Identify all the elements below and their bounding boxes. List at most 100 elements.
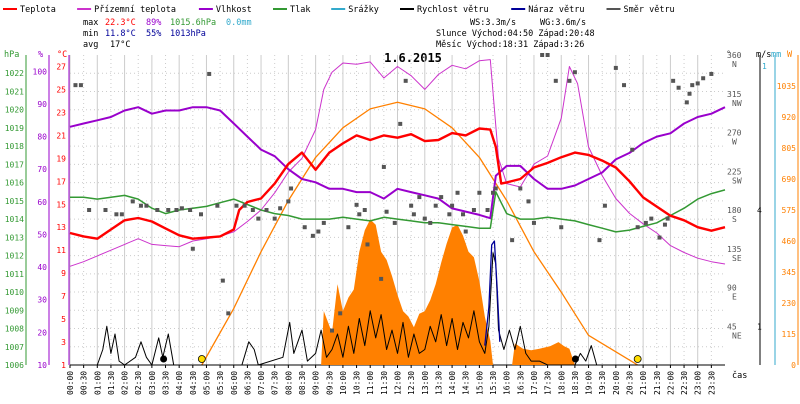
legend-label: Vlhkost: [216, 5, 252, 15]
wind-direction-dot: [114, 212, 119, 217]
humidity-tick-label: 30: [37, 296, 47, 305]
x-tick-label: 08:30: [298, 371, 307, 395]
wind-direction-dot: [365, 242, 370, 247]
temperature-tick-label: 11: [56, 246, 66, 255]
x-tick-label: 18:30: [571, 371, 580, 395]
stats-max-label: max: [83, 18, 98, 28]
humidity-tick-label: 70: [37, 165, 47, 174]
x-tick-label: 19:00: [585, 371, 594, 395]
wind-direction-dot: [559, 225, 564, 230]
x-tick-label: 11:30: [380, 371, 389, 395]
moon-times: Měsíc Východ:18:31 Západ:3:26: [436, 40, 584, 50]
temperature-tick-label: 17: [56, 177, 66, 186]
wind-tick-label: 1: [757, 322, 762, 331]
humidity-tick-label: 40: [37, 263, 47, 272]
x-tick-label: 14:00: [448, 371, 457, 395]
wind-direction-dot: [602, 203, 607, 208]
wind-direction-dot: [567, 78, 572, 83]
wind-direction-dot: [531, 220, 536, 225]
x-tick-label: 10:30: [353, 371, 362, 395]
rain-tick-label: 1: [762, 62, 767, 71]
x-tick-label: 06:00: [230, 371, 239, 395]
wind-direction-dot: [665, 216, 670, 221]
humidity-tick-label: 10: [37, 361, 47, 370]
wind-direction-dot: [491, 190, 496, 195]
solar-tick-label: 920: [782, 113, 797, 122]
direction-compass-label: SE: [732, 254, 742, 263]
legend-label: Přízemní teplota: [94, 5, 176, 15]
direction-tick-label: 270: [727, 129, 742, 138]
direction-compass-label: N: [732, 60, 737, 69]
x-tick-label: 16:00: [503, 371, 512, 395]
wind-direction-dot: [439, 195, 444, 200]
wind-direction-dot: [316, 229, 321, 234]
wind-direction-dot: [657, 235, 662, 240]
x-tick-label: 01:00: [93, 371, 102, 395]
temperature-tick-label: 5: [61, 315, 66, 324]
x-tick-label: 05:30: [216, 371, 225, 395]
x-tick-label: 13:00: [421, 371, 430, 395]
humidity-tick-label: 50: [37, 230, 47, 239]
x-tick-label: 07:00: [257, 371, 266, 395]
wind-direction-dot: [695, 81, 700, 86]
temperature-tick-label: 7: [61, 292, 66, 301]
x-tick-label: 12:00: [394, 371, 403, 395]
direction-tick-label: 225: [727, 167, 742, 176]
pressure-tick-label: 1014: [5, 215, 24, 224]
stats-max-rain: 0.0mm: [226, 18, 252, 28]
wind-direction-dot: [174, 208, 179, 212]
series-line: [69, 127, 726, 240]
wind-direction-dot: [493, 186, 498, 191]
wind-direction-dot: [485, 208, 490, 212]
sun-times: Slunce Východ:04:50 Západ:20:48: [436, 29, 595, 39]
humidity-tick-label: 20: [37, 328, 47, 337]
solar-tick-label: 1035: [777, 82, 796, 91]
direction-tick-label: 360: [727, 51, 742, 60]
direction-tick-label: 90: [727, 284, 737, 293]
sun-rise-marker: [197, 355, 206, 363]
x-tick-label: 23:30: [707, 371, 716, 395]
wind-direction-dot: [384, 209, 389, 214]
wind-direction-dot: [215, 203, 220, 208]
wind-direction-dot: [403, 78, 408, 83]
x-tick-label: 13:30: [434, 371, 443, 395]
wind-direction-dot: [264, 208, 269, 212]
humidity-tick-label: 80: [37, 133, 47, 142]
chart-date-title: 1.6.2015: [384, 51, 442, 65]
wind-direction-dot: [461, 212, 465, 217]
axis-header-deg: °: [726, 50, 731, 60]
solar-tick-label: 460: [782, 237, 797, 246]
pressure-tick-label: 1009: [5, 306, 24, 315]
x-tick-label: 20:30: [625, 371, 634, 395]
direction-compass-label: E: [732, 293, 737, 302]
temperature-tick-label: 3: [61, 338, 66, 347]
wind-direction-dot: [199, 212, 203, 217]
wind-direction-dot: [597, 238, 602, 243]
wind-direction-dot: [78, 83, 83, 88]
x-tick-label: 20:00: [612, 371, 621, 395]
x-tick-label: 07:30: [271, 371, 280, 395]
legend-label: Náraz větru: [528, 5, 584, 15]
humidity-tick-label: 60: [37, 198, 47, 207]
pressure-tick-label: 1017: [5, 160, 24, 169]
wind-sun-info: WS:3.3m/s WG:3.6m/s Slunce Východ:04:50 …: [436, 18, 595, 50]
axis-header-ms: m/s: [756, 50, 771, 60]
wind-direction-dot: [256, 216, 261, 221]
solar-tick-label: 690: [782, 175, 797, 184]
x-tick-label: 04:00: [175, 371, 184, 395]
series-line: [70, 252, 725, 366]
moon-set-marker: [160, 355, 168, 363]
x-tick-label: 21:00: [639, 371, 648, 395]
wind-direction-dot: [310, 233, 315, 238]
pressure-tick-label: 1013: [5, 233, 24, 242]
direction-compass-label: W: [732, 138, 737, 147]
direction-compass-label: NW: [732, 99, 742, 108]
wind-direction-dot: [649, 216, 654, 221]
event-markers: [160, 355, 642, 363]
wind-direction-dot: [671, 78, 676, 83]
wind-direction-dot: [553, 78, 558, 83]
wind-direction-dot: [242, 203, 247, 208]
humidity-tick-label: 100: [33, 67, 48, 76]
x-tick-label: 23:00: [694, 371, 703, 395]
